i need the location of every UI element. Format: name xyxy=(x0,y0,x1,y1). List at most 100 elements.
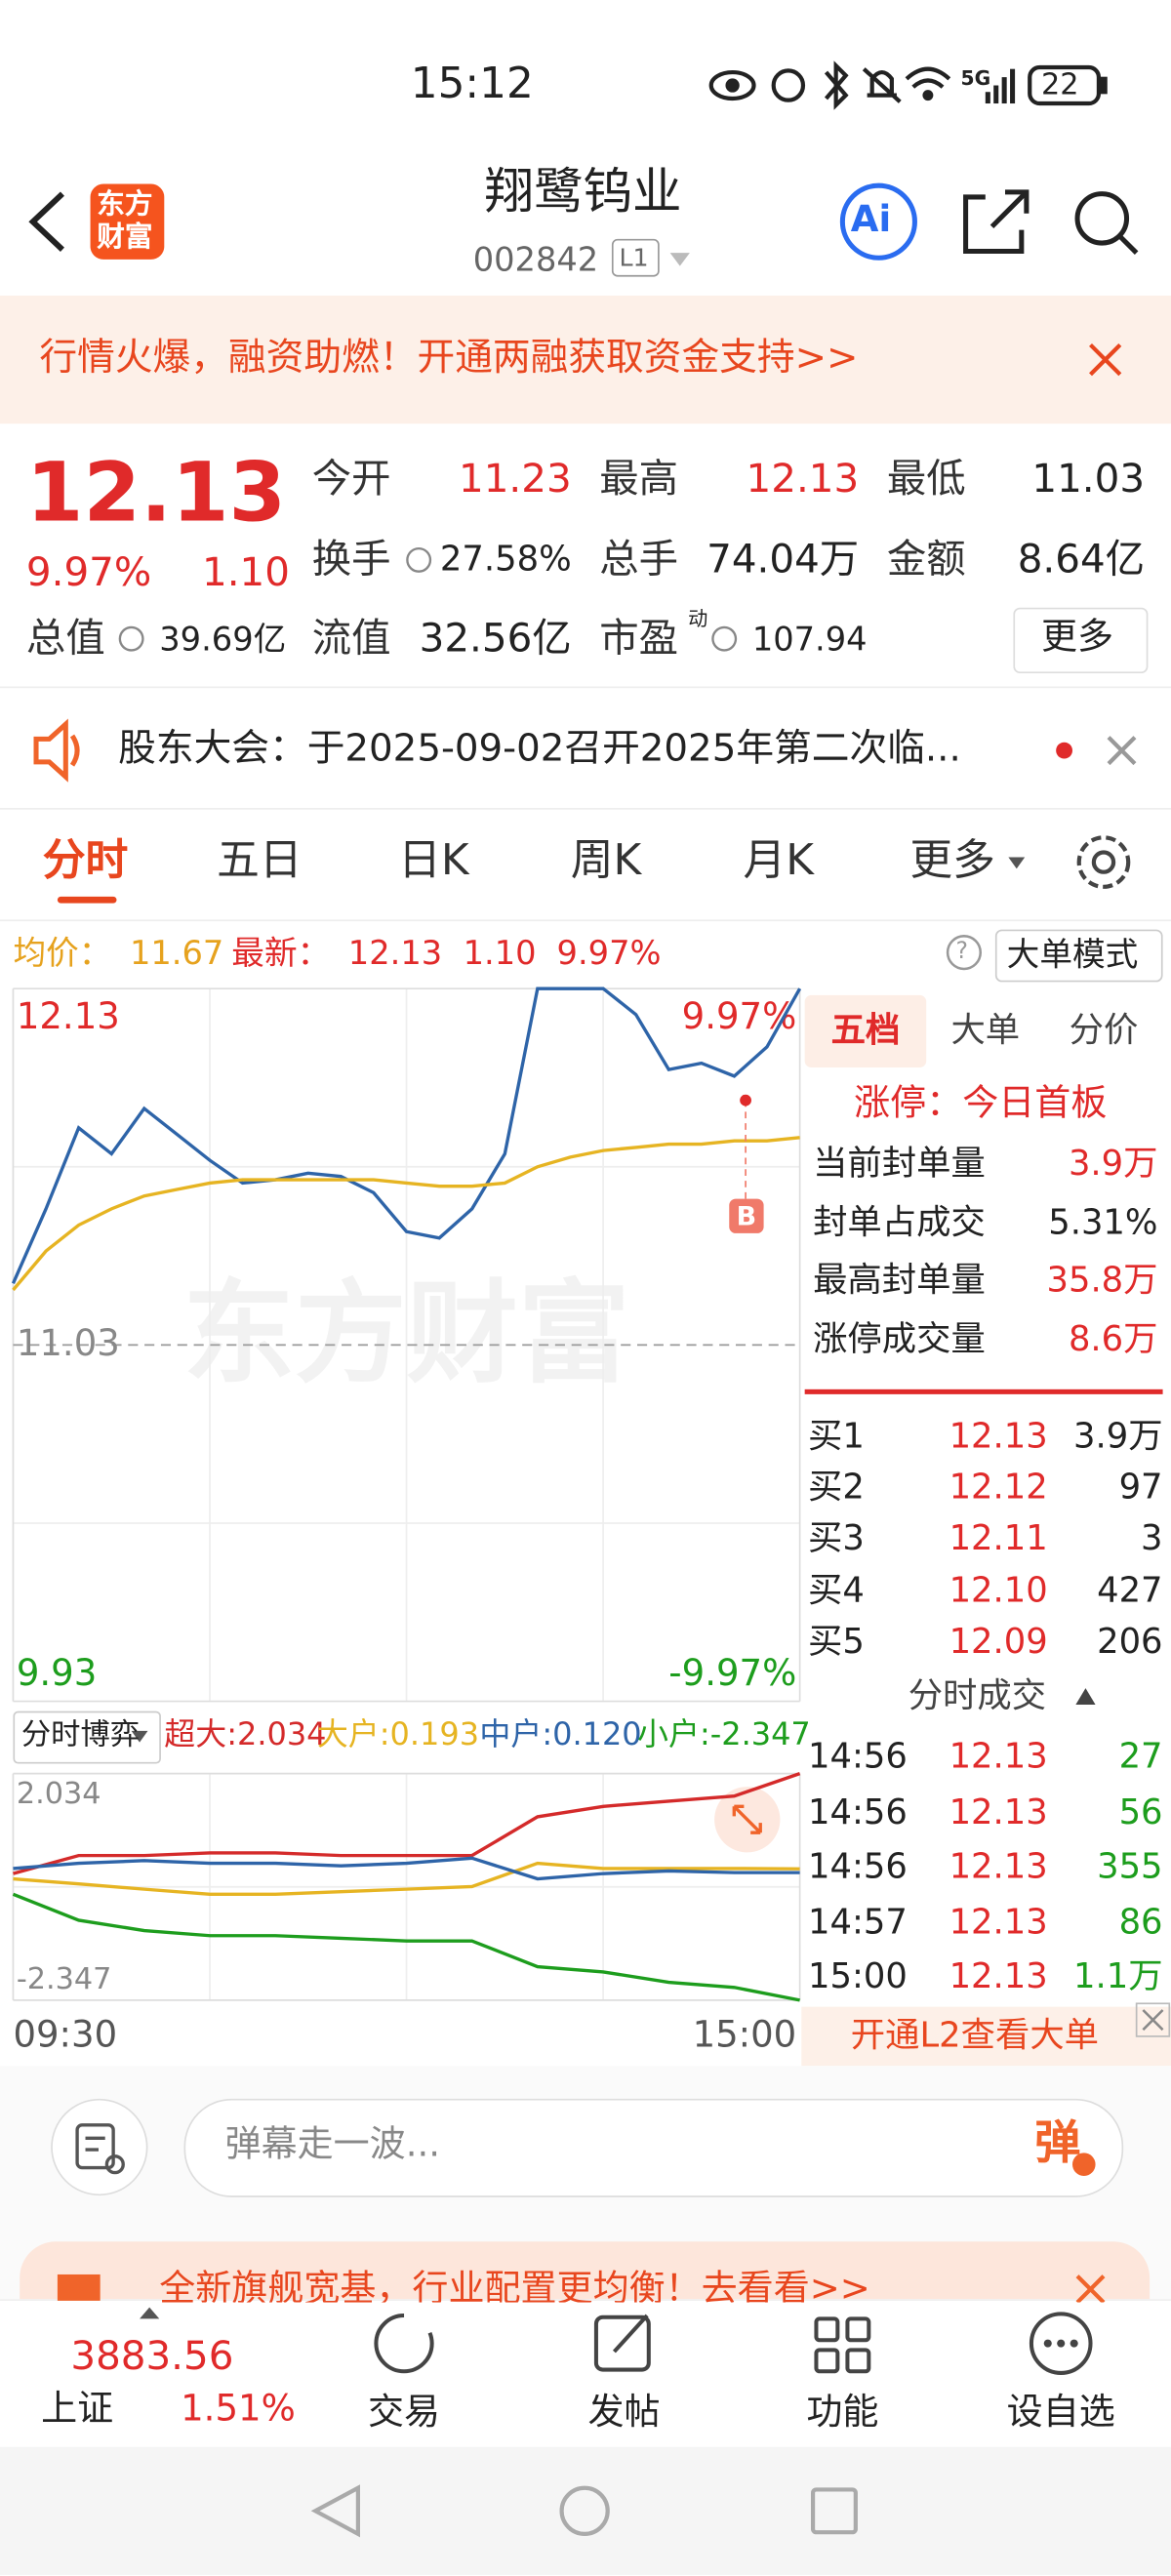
trade-price: 12.13 xyxy=(949,1846,1048,1886)
field-label: 总手 xyxy=(599,536,679,583)
stat-value: 35.8万 xyxy=(1046,1260,1158,1300)
status-time: 15:12 xyxy=(410,60,534,109)
stat-label: 涨停成交量 xyxy=(813,1318,986,1358)
more-button[interactable] xyxy=(1013,607,1149,674)
bid-label: 买4 xyxy=(808,1569,865,1610)
l2-label[interactable]: 开通L2查看大单 xyxy=(850,2015,1100,2056)
mode-label[interactable]: 大单模式 xyxy=(1006,934,1139,975)
tab[interactable]: 日K xyxy=(398,836,469,886)
field-value: 12.13 xyxy=(746,456,860,503)
selector-arrow[interactable] xyxy=(131,1730,148,1743)
trade-time: 14:56 xyxy=(808,1846,908,1886)
index-value[interactable]: 3883.56 xyxy=(70,2332,234,2379)
bid-price: 12.13 xyxy=(949,1416,1048,1456)
l2-bg[interactable] xyxy=(801,2006,1171,2067)
stat-value: 3.9万 xyxy=(1068,1144,1158,1184)
field-value: 32.56亿 xyxy=(419,615,572,662)
signal-bars xyxy=(985,68,1016,104)
field-label: 最低 xyxy=(886,456,966,503)
logo-text: 东方 xyxy=(97,188,153,221)
trade-time: 14:57 xyxy=(808,1901,908,1942)
settings-button[interactable] xyxy=(1076,835,1131,889)
input-pill[interactable] xyxy=(183,2098,1124,2197)
field-value: 39.69亿 xyxy=(159,619,287,659)
comment-placeholder[interactable]: 弹幕走一波... xyxy=(224,2124,441,2166)
tab[interactable]: 五日 xyxy=(217,836,303,886)
system-buttons[interactable] xyxy=(310,2484,858,2538)
comment-icon[interactable] xyxy=(51,2098,148,2196)
bottom-nav-cover xyxy=(0,2302,1171,2447)
level-arrow[interactable] xyxy=(669,253,690,266)
nav-item[interactable]: 交易 xyxy=(367,2392,441,2434)
bid-volume: 3.9万 xyxy=(1072,1416,1163,1456)
notice-close[interactable] xyxy=(1107,736,1137,766)
banner-close[interactable] xyxy=(1089,342,1122,377)
l2-close[interactable] xyxy=(1142,2009,1164,2032)
stat-value: 8.6万 xyxy=(1068,1318,1158,1358)
trades-title[interactable]: 分时成交 xyxy=(908,1675,1047,1715)
more-arrow[interactable] xyxy=(1008,857,1026,869)
logo[interactable] xyxy=(90,183,165,260)
bid-label: 买5 xyxy=(808,1621,865,1661)
help-label[interactable]: ? xyxy=(955,939,969,965)
depth-tab[interactable]: 分价 xyxy=(1069,1010,1139,1051)
back-button[interactable] xyxy=(28,191,64,252)
danmu-badge xyxy=(1071,2153,1096,2176)
nav-item[interactable]: 功能 xyxy=(806,2392,879,2434)
trades-arrow[interactable] xyxy=(1075,1688,1096,1705)
trade-volume: 86 xyxy=(1118,1901,1163,1942)
change-pct: 9.97% xyxy=(25,549,152,596)
trade-volume: 56 xyxy=(1118,1791,1163,1831)
level-box xyxy=(611,238,660,277)
field-value: 107.94 xyxy=(751,619,868,659)
trade-time: 14:56 xyxy=(808,1791,908,1831)
tab[interactable]: 更多 xyxy=(909,836,995,886)
field-label: 市盈 xyxy=(599,615,679,662)
last-value: 12.13 xyxy=(347,932,443,973)
tab[interactable]: 月K xyxy=(743,836,814,886)
tab[interactable]: 周K xyxy=(570,836,642,886)
ad-close[interactable] xyxy=(1075,2274,1106,2305)
share-button[interactable] xyxy=(963,189,1030,255)
notice-text[interactable]: 股东大会：于2025-09-02召开2025年第二次临... xyxy=(118,727,961,771)
nav-item[interactable]: 设自选 xyxy=(1006,2392,1115,2434)
mode-button[interactable] xyxy=(994,929,1163,983)
battery: 22 xyxy=(1041,67,1079,102)
stat-label: 封单占成交 xyxy=(813,1201,986,1242)
selector-box[interactable] xyxy=(13,1711,161,1764)
bid-volume: 97 xyxy=(1118,1467,1163,1508)
last-label: 最新： xyxy=(231,932,331,973)
field-value: 11.03 xyxy=(1031,456,1146,503)
avg-label: 均价： xyxy=(13,932,112,973)
depth-tab[interactable]: 五档 xyxy=(830,1010,901,1051)
price: 12.13 xyxy=(25,445,287,541)
ai-button[interactable] xyxy=(839,182,917,261)
index-change[interactable]: 1.51% xyxy=(181,2389,296,2431)
depth-tab[interactable]: 大单 xyxy=(950,1010,1021,1051)
tab[interactable]: 分时 xyxy=(42,836,129,886)
field-value: 8.64亿 xyxy=(1017,536,1146,583)
bid-label: 买1 xyxy=(808,1416,865,1456)
index-name[interactable]: 上证 xyxy=(41,2389,114,2431)
divider xyxy=(0,919,1171,922)
status-icons xyxy=(708,60,1108,110)
banner-text[interactable]: 行情火爆，融资助燃！开通两融获取资金支持>> xyxy=(39,337,859,381)
bid-label: 买3 xyxy=(808,1518,865,1558)
more-label[interactable]: 更多 xyxy=(1041,617,1114,659)
speaker-icon xyxy=(33,718,80,783)
trade-volume: 27 xyxy=(1118,1736,1163,1777)
ai-label[interactable]: Ai xyxy=(850,199,892,242)
field-label: 今开 xyxy=(311,456,391,503)
bid-volume: 206 xyxy=(1097,1621,1163,1661)
help-icon[interactable] xyxy=(946,935,983,971)
depth-tab-active[interactable] xyxy=(804,994,927,1067)
danmu-button[interactable]: 弹 xyxy=(1034,2115,1081,2170)
search-button[interactable] xyxy=(1074,191,1139,255)
logo-text: 财富 xyxy=(97,221,153,255)
trade-price: 12.13 xyxy=(949,1736,1048,1777)
system-nav-bg xyxy=(0,2446,1171,2575)
stat-value: 5.31% xyxy=(1048,1201,1158,1242)
info-icon[interactable] xyxy=(118,546,738,652)
nav-item[interactable]: 发帖 xyxy=(587,2392,661,2434)
